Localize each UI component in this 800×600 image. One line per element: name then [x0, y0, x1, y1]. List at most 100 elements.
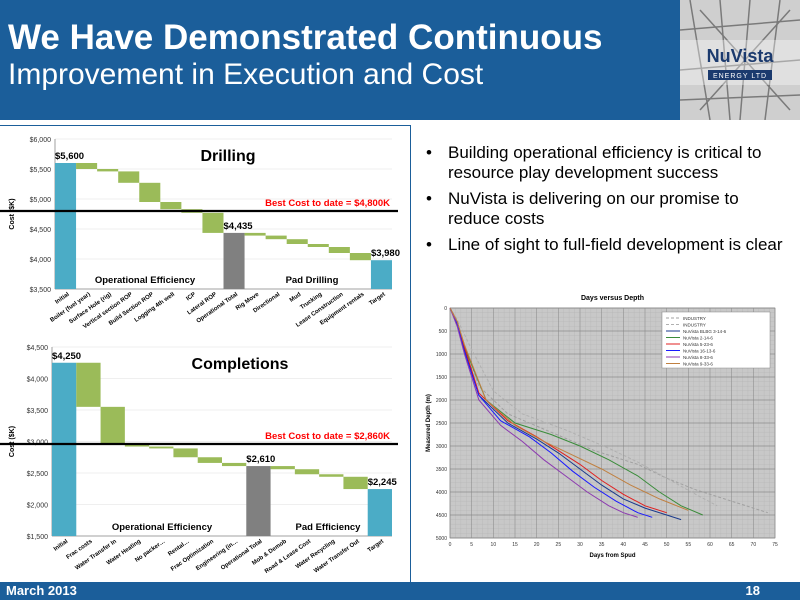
x-tick-label: 45	[642, 542, 648, 548]
x-tick-label: 30	[577, 542, 583, 548]
waterfall-bar	[173, 448, 198, 458]
x-tick-label: 75	[772, 542, 778, 548]
x-tick-label: 70	[751, 542, 757, 548]
slide-title-line2: Improvement in Execution and Cost	[8, 58, 484, 91]
completions-waterfall-chart: $1,500$2,000$2,500$3,000$3,500$4,000$4,5…	[0, 345, 398, 575]
x-category-label: ICP	[185, 292, 197, 303]
x-axis-label: Days from Spud	[589, 553, 635, 559]
waterfall-bar	[97, 169, 119, 172]
chart-title: Days versus Depth	[581, 295, 644, 302]
section-label: Operational Efficiency	[112, 522, 213, 533]
header-bar	[0, 0, 800, 120]
data-value-label: $2,245	[368, 477, 398, 488]
y-tick-label: 2000	[436, 398, 447, 404]
bullet-item: NuVista is delivering on our promise to …	[424, 189, 784, 229]
x-tick-label: 65	[729, 542, 735, 548]
series-line	[449, 307, 667, 514]
legend-label: NuVista 9-33-6	[683, 362, 713, 367]
waterfall-bar	[52, 362, 77, 536]
x-tick-label: 55	[686, 542, 692, 548]
logo-background-photo	[680, 0, 800, 120]
x-tick-label: 15	[512, 542, 518, 548]
company-logo: NuVista ENERGY LTD	[680, 0, 800, 120]
y-axis-label: Measured Depth (m)	[426, 394, 432, 452]
legend-label: INDUSTRY	[683, 323, 706, 328]
x-tick-label: 40	[621, 542, 627, 548]
series-line	[449, 307, 718, 507]
waterfall-bar	[244, 232, 266, 236]
waterfall-bar	[149, 446, 174, 449]
x-category-label: Water Transfer In	[74, 539, 118, 572]
x-tick-label: 10	[491, 542, 497, 548]
waterfall-bar	[370, 260, 392, 289]
y-tick-label: 500	[439, 329, 448, 335]
x-tick-label: 35	[599, 542, 605, 548]
y-tick-label: 2500	[436, 421, 447, 427]
section-label: Pad Drilling	[286, 275, 339, 286]
bullet-list: Building operational efficiency is criti…	[424, 143, 784, 261]
waterfall-bar	[294, 469, 320, 475]
logo-wordmark: NuVista ENERGY LTD	[707, 46, 774, 80]
y-tick-label: $5,500	[30, 167, 52, 174]
x-category-label: Mud	[289, 292, 303, 304]
waterfall-bar	[265, 235, 287, 240]
waterfall-bar	[246, 466, 271, 536]
slide-title-line1: We Have Demonstrated Continuous	[8, 18, 603, 57]
waterfall-bar	[349, 253, 371, 261]
data-value-label: $2,610	[246, 454, 275, 465]
footer-bar: March 2013 18	[0, 582, 800, 600]
x-tick-label: 60	[707, 542, 713, 548]
y-tick-label: 4000	[436, 490, 447, 496]
best-cost-label: Best Cost to date = $2,860K	[265, 431, 390, 442]
series-line	[449, 307, 682, 521]
x-category-label: Operational Total	[220, 539, 264, 572]
legend-box	[661, 311, 771, 369]
x-category-label: Logging 4th well	[134, 292, 176, 324]
waterfall-bar	[160, 202, 182, 210]
waterfall-bar	[367, 489, 392, 536]
waterfall-bar	[202, 212, 224, 233]
x-category-label: Initial	[53, 539, 70, 553]
waterfall-bar	[76, 163, 98, 169]
legend-label: NuVista BLBG 3-14-6	[683, 329, 727, 334]
y-tick-label: 5000	[436, 536, 447, 542]
y-tick-label: $5,000	[30, 197, 52, 204]
waterfall-bar	[222, 462, 247, 467]
y-tick-label: $6,000	[30, 137, 52, 144]
waterfall-bar	[343, 476, 368, 490]
waterfall-bar	[307, 244, 329, 247]
y-tick-label: $4,000	[27, 377, 49, 384]
waterfall-bar	[223, 232, 245, 289]
bullet-item: Line of sight to full-field development …	[424, 235, 784, 255]
y-tick-label: 3500	[436, 467, 447, 473]
y-tick-label: $2,500	[27, 471, 49, 478]
y-tick-label: $3,500	[30, 287, 52, 294]
y-tick-label: $4,500	[27, 345, 49, 352]
waterfall-bar	[55, 163, 77, 289]
waterfall-bar	[118, 171, 140, 183]
y-tick-label: $4,500	[30, 227, 52, 234]
waterfall-bar	[124, 444, 150, 447]
page-number: 18	[745, 583, 760, 598]
y-tick-label: $2,000	[27, 503, 49, 510]
chart-title: Drilling	[200, 148, 255, 165]
x-category-label: Target	[367, 539, 385, 554]
chart-title: Completions	[192, 356, 289, 373]
footer-date: March 2013	[6, 583, 77, 598]
y-tick-label: 1000	[436, 352, 447, 358]
y-axis-label: Cost ($K)	[9, 198, 16, 229]
section-label: Pad Efficiency	[296, 522, 362, 533]
data-value-label: $5,600	[55, 151, 84, 162]
logo-subtitle: ENERGY LTD	[713, 73, 767, 80]
y-tick-label: 1500	[436, 375, 447, 381]
waterfall-bar	[328, 247, 350, 253]
x-tick-label: 25	[556, 542, 562, 548]
bullet-item: Building operational efficiency is criti…	[424, 143, 784, 183]
y-tick-label: 3000	[436, 444, 447, 450]
data-value-label: $3,980	[371, 248, 400, 259]
legend-label: NuVista 8-33-6	[683, 355, 713, 360]
data-value-label: $4,435	[224, 221, 254, 232]
section-label: Operational Efficiency	[95, 275, 196, 286]
legend-label: INDUSTRY	[683, 316, 706, 321]
waterfall-bar	[100, 406, 125, 445]
